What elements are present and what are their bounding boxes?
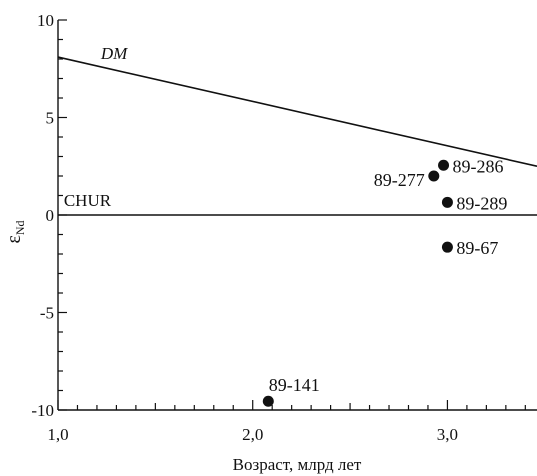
point-label-89-141: 89-141 bbox=[269, 375, 320, 395]
y-axis-title: εNd bbox=[3, 220, 27, 243]
reference-label-chur: CHUR bbox=[64, 191, 112, 210]
point-label-89-286: 89-286 bbox=[453, 156, 504, 176]
point-label-89-277: 89-277 bbox=[374, 170, 425, 190]
data-point-89-141 bbox=[262, 395, 274, 407]
point-label-89-67: 89-67 bbox=[456, 238, 498, 258]
reference-label-dm: DM bbox=[100, 44, 128, 63]
y-tick-label: -10 bbox=[31, 401, 54, 420]
reference-lines bbox=[57, 56, 537, 216]
y-tick-label: 0 bbox=[46, 206, 55, 225]
x-tick-label: 3,0 bbox=[437, 425, 458, 444]
point-label-89-289: 89-289 bbox=[456, 193, 507, 213]
data-point-89-289 bbox=[441, 196, 453, 208]
y-axis-title-symbol: ε bbox=[3, 235, 25, 243]
x-tick-label: 2,0 bbox=[242, 425, 263, 444]
y-axis-title-subscript: Nd bbox=[13, 220, 27, 235]
reference-line-dm bbox=[57, 56, 537, 168]
chart-text: DM CHUR 10 5 0 -5 -10 1,0 2,0 3,0 Возраст, млрд ле… bbox=[3, 11, 507, 474]
y-tick-label: 10 bbox=[37, 11, 54, 30]
y-tick-label: -5 bbox=[40, 304, 54, 323]
x-axis-title: Возраст, млрд лет bbox=[233, 455, 362, 474]
data-point-89-67 bbox=[441, 241, 453, 253]
x-tick-label: 1,0 bbox=[47, 425, 68, 444]
axes bbox=[57, 19, 537, 411]
y-tick-label: 5 bbox=[46, 109, 55, 128]
data-point-89-286 bbox=[438, 159, 450, 171]
data-point-89-277 bbox=[428, 170, 440, 182]
data-points bbox=[262, 159, 453, 407]
